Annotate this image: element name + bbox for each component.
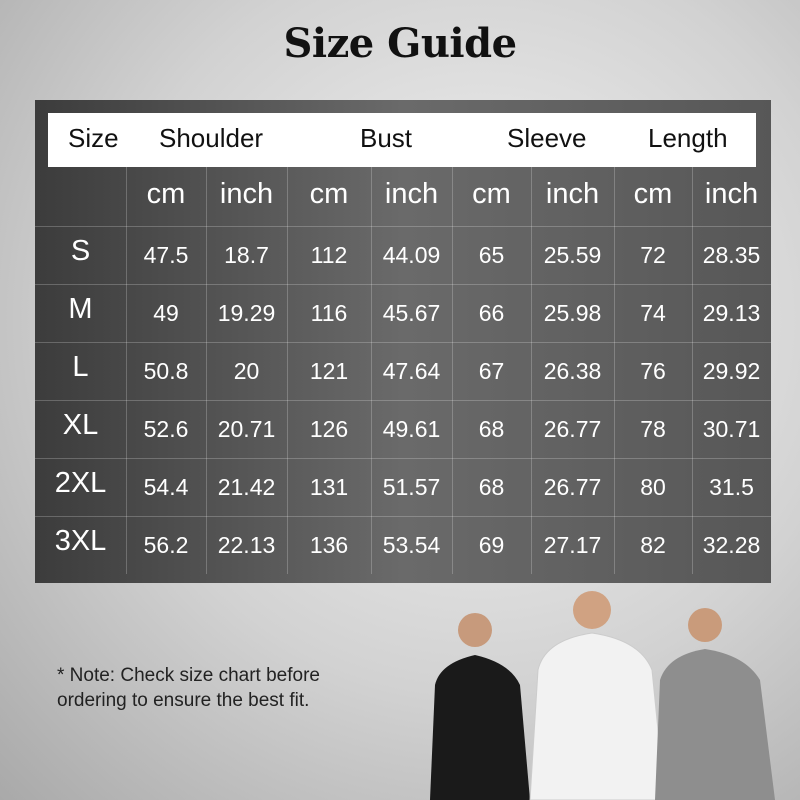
table-cell: 25.59 [543, 241, 602, 268]
row-divider [35, 458, 771, 459]
table-cell: 20.71 [217, 415, 276, 442]
table-cell: 27.17 [543, 531, 602, 558]
table-cell: 26.77 [543, 473, 602, 500]
table-cell: 76 [640, 357, 666, 384]
unit-label: cm [309, 178, 349, 210]
table-cell: 74 [640, 299, 666, 326]
table-cell: 26.77 [543, 415, 602, 442]
column-divider [452, 167, 453, 574]
header-length: Length [648, 123, 728, 153]
row-divider [35, 284, 771, 285]
row-divider [35, 342, 771, 343]
size-label: S [70, 234, 91, 267]
table-cell: 54.4 [143, 473, 189, 500]
table-header: Size Shoulder Bust Sleeve Length [48, 113, 756, 167]
size-label: M [68, 292, 93, 325]
table-cell: 78 [640, 415, 666, 442]
unit-label: inch [704, 178, 759, 210]
fit-note: * Note: Check size chart before ordering… [57, 665, 320, 711]
header-shoulder: Shoulder [159, 123, 264, 153]
table-cell: 29.13 [702, 299, 761, 326]
column-divider [531, 167, 532, 574]
table-cell: 53.54 [382, 531, 441, 558]
table-cell: 49 [153, 299, 179, 326]
table-cell: 20 [233, 357, 260, 384]
column-divider [206, 167, 207, 574]
models-photo [430, 591, 775, 800]
table-cell: 32.28 [702, 531, 761, 558]
row-divider [35, 516, 771, 517]
header-bust: Bust [360, 123, 413, 153]
table-cell: 18.7 [224, 241, 269, 268]
table-cell: 21.42 [217, 473, 276, 500]
row-divider [35, 226, 771, 227]
column-divider [371, 167, 372, 574]
column-divider [287, 167, 288, 574]
unit-label: inch [219, 178, 274, 210]
model-black-shirt [430, 613, 530, 800]
table-cell: 30.71 [702, 415, 761, 442]
table-cell: 131 [309, 473, 349, 500]
header-size: Size [68, 123, 119, 153]
table-cell: 65 [478, 241, 505, 268]
row-divider [35, 400, 771, 401]
table-cell: 126 [309, 415, 349, 442]
table-cell: 19.29 [217, 299, 276, 326]
table-cell: 68 [478, 415, 505, 442]
column-divider [692, 167, 693, 574]
unit-label: inch [384, 178, 439, 210]
size-label: 3XL [54, 524, 107, 557]
size-label: L [72, 350, 89, 383]
table-cell: 45.67 [382, 299, 441, 326]
size-label: 2XL [54, 466, 107, 499]
table-cell: 28.35 [702, 241, 761, 268]
table-cell: 26.38 [543, 357, 602, 384]
table-cell: 116 [310, 299, 348, 326]
table-cell: 82 [640, 531, 666, 558]
table-cell: 47.5 [143, 241, 189, 268]
table-cell: 52.6 [143, 415, 189, 442]
table-cell: 49.61 [382, 415, 441, 442]
table-cell: 44.09 [382, 241, 441, 268]
table-cell: 112 [310, 241, 348, 268]
table-cell: 31.5 [709, 473, 754, 500]
table-cell: 121 [309, 357, 349, 384]
size-table: Size Shoulder Bust Sleeve Length cm inch c… [35, 100, 771, 583]
table-cell: 72 [640, 241, 666, 268]
unit-label: cm [146, 178, 186, 210]
unit-label: cm [472, 178, 511, 210]
table-cell: 50.8 [143, 357, 189, 384]
table-cell: 69 [478, 531, 505, 558]
column-divider [126, 167, 127, 574]
unit-label: inch [545, 178, 600, 210]
table-cell: 66 [478, 299, 505, 326]
table-cell: 136 [309, 531, 349, 558]
table-cell: 80 [640, 473, 666, 500]
table-cell: 67 [478, 357, 505, 384]
model-grey-shirt [655, 608, 775, 800]
table-cell: 22.13 [217, 531, 276, 558]
page-title: Size Guide [283, 20, 517, 67]
table-cell: 47.64 [382, 357, 441, 384]
model-white-shirt [529, 591, 666, 800]
size-label: XL [62, 408, 99, 441]
table-cell: 29.92 [702, 357, 761, 384]
table-cell: 56.2 [143, 531, 189, 558]
unit-label: cm [633, 178, 673, 210]
table-cell: 25.98 [543, 299, 602, 326]
table-cell: 68 [478, 473, 505, 500]
table-cell: 51.57 [382, 473, 441, 500]
column-divider [614, 167, 615, 574]
header-sleeve: Sleeve [507, 123, 587, 153]
